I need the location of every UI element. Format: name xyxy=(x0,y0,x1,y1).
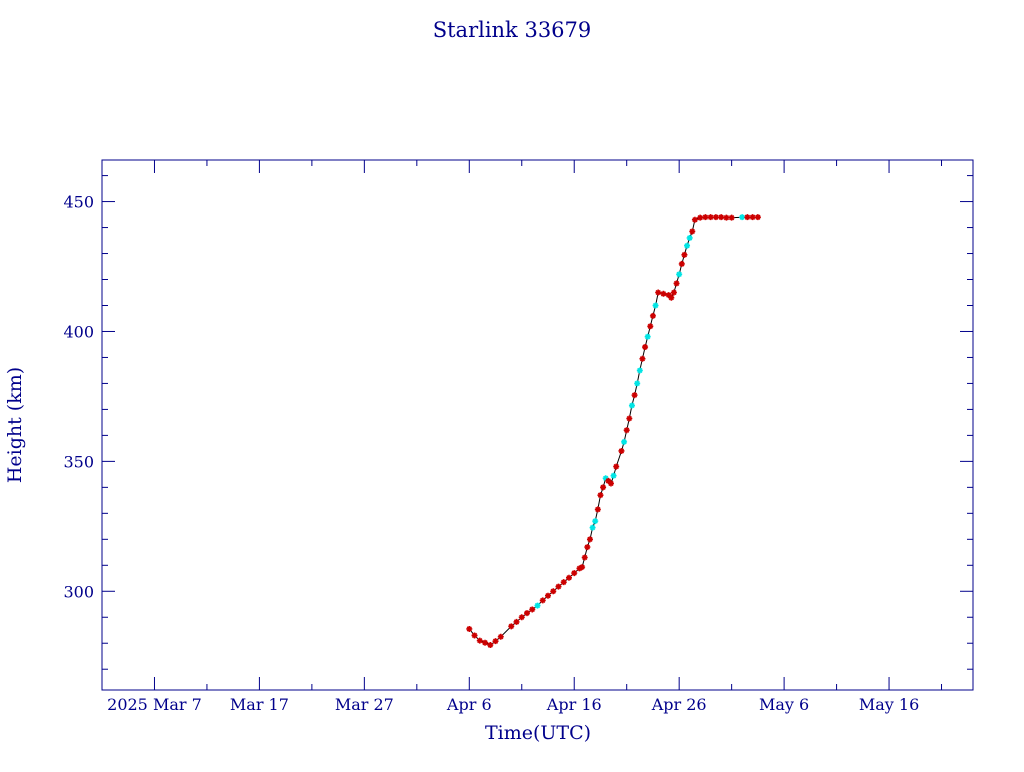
data-point xyxy=(723,214,730,221)
data-point xyxy=(518,614,525,621)
x-axis-label: Time(UTC) xyxy=(485,722,591,744)
data-point xyxy=(686,234,693,241)
data-point xyxy=(513,618,520,625)
data-point xyxy=(576,565,583,572)
y-axis-ticks: 300 350 400 450 xyxy=(63,175,973,670)
x-tick-label: 2025 Mar 7 xyxy=(107,695,202,714)
data-point xyxy=(492,638,499,645)
chart-title: Starlink 33679 xyxy=(433,18,592,42)
data-point xyxy=(707,214,714,221)
data-point xyxy=(555,583,562,590)
data-point xyxy=(689,228,696,235)
x-tick-label: Mar 27 xyxy=(335,695,394,714)
data-point xyxy=(623,427,630,434)
x-axis-ticks: 2025 Mar 7 Mar 17 Mar 27 Apr 6 Apr 16 Apr 26 M… xyxy=(101,160,943,714)
y-tick-label: 300 xyxy=(63,582,94,601)
data-point xyxy=(739,214,746,221)
data-point xyxy=(626,415,633,422)
data-point xyxy=(636,367,643,374)
data-point xyxy=(597,492,604,499)
data-point xyxy=(539,597,546,604)
data-point xyxy=(670,289,677,296)
data-point xyxy=(600,484,607,491)
data-point xyxy=(476,637,483,644)
data-point xyxy=(642,344,649,351)
data-point xyxy=(691,216,698,223)
data-point xyxy=(550,588,557,595)
data-point xyxy=(652,302,659,309)
data-point xyxy=(647,323,654,330)
data-point xyxy=(676,271,683,278)
data-point xyxy=(579,564,586,571)
data-point xyxy=(728,214,735,221)
data-point xyxy=(586,536,593,543)
data-point xyxy=(718,214,725,221)
x-tick-label: Apr 16 xyxy=(546,695,602,714)
data-point xyxy=(668,294,675,301)
data-point xyxy=(565,574,572,581)
data-point xyxy=(665,292,672,299)
data-point xyxy=(560,579,567,586)
data-point xyxy=(605,477,612,484)
data-point xyxy=(524,610,531,617)
data-point xyxy=(678,260,685,267)
data-point xyxy=(649,312,656,319)
data-point xyxy=(471,632,478,639)
data-point xyxy=(534,602,541,609)
data-point xyxy=(482,639,489,646)
data-point xyxy=(702,214,709,221)
data-point xyxy=(673,280,680,287)
y-tick-label: 450 xyxy=(63,193,94,212)
x-tick-label: Apr 6 xyxy=(446,695,492,714)
series-line xyxy=(468,216,758,646)
plot-frame xyxy=(101,159,974,691)
data-point xyxy=(684,242,691,249)
data-point xyxy=(602,475,609,482)
data-point xyxy=(644,333,651,340)
x-tick-label: May 16 xyxy=(859,695,919,714)
data-point xyxy=(749,214,756,221)
data-point xyxy=(529,606,536,613)
y-axis-label: Height (km) xyxy=(4,367,26,483)
data-point xyxy=(508,623,515,630)
data-point xyxy=(660,290,667,297)
data-point xyxy=(466,625,473,632)
data-point xyxy=(681,251,688,258)
data-point xyxy=(754,214,761,221)
data-point xyxy=(639,355,646,362)
x-tick-label: May 6 xyxy=(759,695,809,714)
data-point xyxy=(613,463,620,470)
data-point xyxy=(634,380,641,387)
data-point xyxy=(497,633,504,640)
data-point xyxy=(592,518,599,525)
data-point xyxy=(487,642,494,649)
data-point xyxy=(655,289,662,296)
data-point xyxy=(589,524,596,531)
data-point xyxy=(712,214,719,221)
data-point xyxy=(610,472,617,479)
data-point xyxy=(621,438,628,445)
series-layer xyxy=(466,214,761,649)
data-point xyxy=(628,402,635,409)
data-point xyxy=(594,506,601,513)
data-point xyxy=(571,570,578,577)
data-point xyxy=(544,592,551,599)
y-tick-label: 400 xyxy=(63,322,94,341)
data-point xyxy=(584,544,591,551)
data-point xyxy=(607,480,614,487)
x-tick-label: Mar 17 xyxy=(230,695,289,714)
x-tick-label: Apr 26 xyxy=(651,695,707,714)
data-point xyxy=(618,447,625,454)
y-tick-label: 350 xyxy=(63,452,94,471)
data-point xyxy=(631,392,638,399)
data-point xyxy=(697,214,704,221)
data-point xyxy=(581,554,588,561)
data-point xyxy=(744,214,751,221)
